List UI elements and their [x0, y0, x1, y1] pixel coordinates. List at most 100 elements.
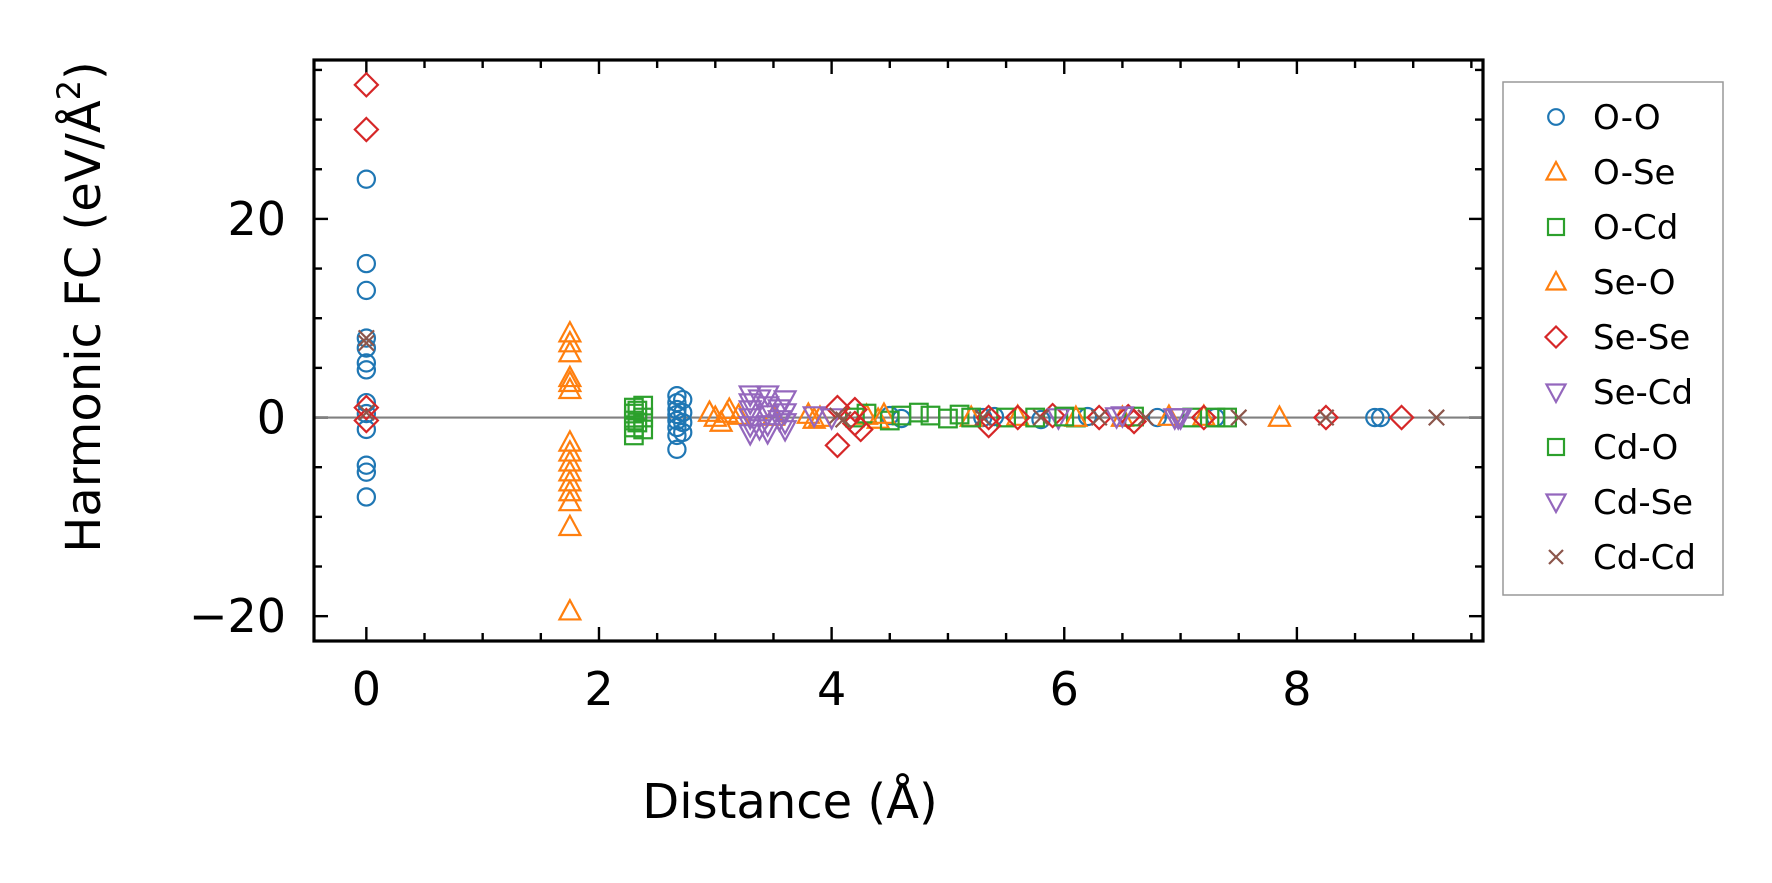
data-point — [747, 419, 772, 442]
data-point — [737, 416, 763, 439]
data-point — [1230, 409, 1248, 427]
data-point — [891, 405, 912, 426]
legend-entry-o-cd: O-Cd — [1546, 208, 1678, 248]
data-point — [557, 597, 583, 621]
data-point — [755, 415, 780, 438]
legend-entry-se-cd: Se-Cd — [1544, 373, 1693, 413]
data-point — [1090, 409, 1108, 427]
data-point — [1217, 407, 1237, 428]
data-point — [949, 404, 970, 425]
series-cd-cd — [357, 329, 1445, 429]
data-point — [1147, 407, 1167, 428]
data-point — [1039, 402, 1066, 429]
legend-label: Cd-Cd — [1593, 538, 1696, 578]
data-point — [772, 413, 798, 436]
data-point — [1544, 383, 1568, 405]
data-point — [356, 462, 377, 482]
legend-entry-cd-se: Cd-Se — [1544, 483, 1693, 523]
data-point — [353, 116, 380, 143]
legend-label: O-Cd — [1593, 208, 1678, 248]
data-point — [633, 407, 654, 428]
data-point — [356, 353, 377, 373]
data-point — [356, 419, 377, 440]
data-point — [766, 410, 792, 433]
data-point — [737, 424, 763, 447]
data-point — [1046, 408, 1071, 431]
data-point — [356, 360, 377, 380]
data-point — [633, 419, 654, 440]
data-point — [627, 400, 648, 421]
data-point — [1546, 437, 1566, 457]
data-point — [865, 406, 891, 429]
data-point — [1312, 404, 1340, 431]
data-point — [557, 488, 583, 512]
data-point — [356, 169, 377, 189]
y-tick-label: 20 — [227, 192, 286, 246]
data-point — [357, 329, 375, 347]
legend-entry-cd-o: Cd-O — [1546, 428, 1678, 468]
data-point — [737, 408, 763, 431]
data-point — [996, 407, 1016, 428]
data-point — [737, 400, 763, 423]
data-point — [938, 408, 958, 429]
tick-labels: 0 2 4 6 8 −20 0 20 — [189, 192, 1312, 716]
legend-label: Se-Se — [1593, 318, 1690, 358]
x-tick-label: 2 — [584, 662, 613, 716]
data-point — [1004, 404, 1031, 431]
y-tick-label: −20 — [189, 589, 286, 643]
legend-label: Se-Cd — [1593, 373, 1693, 413]
data-point — [557, 369, 583, 393]
data-point — [356, 487, 377, 507]
data-point — [879, 410, 900, 431]
x-tick-label: 8 — [1282, 662, 1311, 716]
data-point — [356, 253, 377, 274]
y-axis-label-close: ) — [56, 61, 112, 80]
data-point — [673, 389, 693, 410]
data-point — [667, 386, 687, 406]
data-point — [1005, 403, 1031, 426]
data-point — [961, 407, 982, 428]
data-point — [1546, 217, 1566, 237]
data-point — [1388, 404, 1415, 431]
data-point — [357, 334, 375, 352]
data-point — [1032, 409, 1050, 427]
data-point — [847, 416, 874, 443]
plot-frame — [312, 58, 1485, 643]
data-point — [557, 376, 583, 400]
data-point — [755, 385, 780, 409]
data-point — [974, 409, 992, 427]
x-axis-label: Distance (Å) — [642, 773, 937, 830]
data-point — [353, 407, 380, 434]
data-point — [1544, 159, 1568, 181]
data-point — [1205, 407, 1226, 428]
legend-label: O-O — [1593, 98, 1661, 138]
series-cd-o — [627, 400, 1226, 433]
data-point — [714, 400, 740, 423]
data-point — [1137, 409, 1155, 427]
data-point — [747, 389, 772, 412]
x-tick-label: 6 — [1050, 662, 1079, 716]
data-point — [353, 394, 380, 421]
data-point — [841, 396, 868, 423]
legend-label: Cd-Se — [1593, 483, 1693, 523]
data-point — [1031, 409, 1051, 430]
data-point — [1063, 404, 1089, 427]
data-point — [1548, 549, 1564, 565]
y-axis-label: Harmonic FC (eV/Å2) — [50, 61, 112, 553]
data-point — [737, 385, 763, 409]
legend-label: O-Se — [1593, 153, 1675, 193]
data-point — [1104, 407, 1129, 430]
data-point — [834, 411, 852, 429]
data-point — [1543, 324, 1569, 350]
data-point — [1086, 404, 1113, 431]
data-point — [667, 439, 687, 459]
data-point — [1124, 406, 1144, 427]
series-cd-se — [747, 389, 1191, 442]
data-point — [356, 280, 377, 301]
legend-entry-o-se: O-Se — [1544, 153, 1675, 193]
data-point — [357, 404, 375, 422]
data-point — [673, 422, 693, 443]
data-point — [1165, 408, 1191, 431]
data-point — [1547, 108, 1565, 126]
